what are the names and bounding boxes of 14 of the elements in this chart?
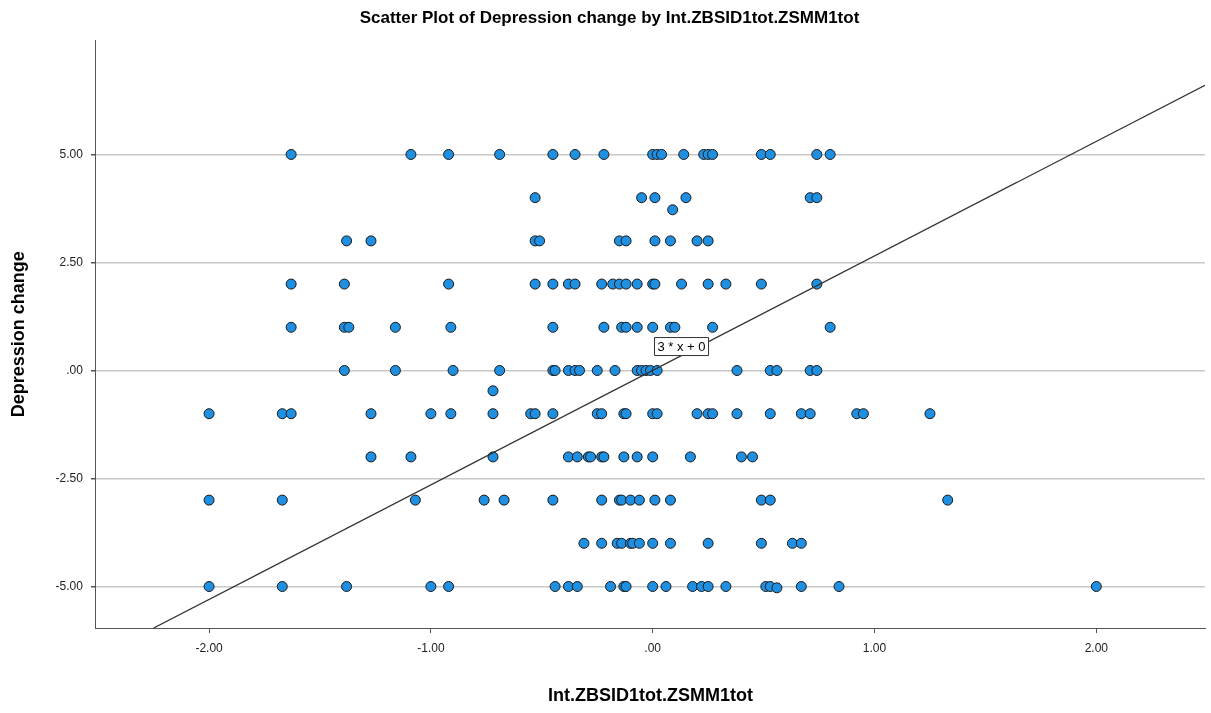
y-tick-label: 5.00 <box>59 146 84 161</box>
x-tick-label: -1.00 <box>417 640 445 655</box>
x-axis-title: Int.ZBSID1tot.ZSMM1tot <box>547 685 753 706</box>
x-tick-label: .00 <box>644 640 662 655</box>
y-tick-label: -2.50 <box>55 470 84 485</box>
y-tick-label: -5.00 <box>55 578 84 593</box>
x-tick-label: 2.00 <box>1084 640 1109 655</box>
x-tick-label: 1.00 <box>862 640 887 655</box>
chart-title: Scatter Plot of Depression change by Int.ZBSID1tot.ZSMM1tot <box>359 7 860 27</box>
x-tick-label: -2.00 <box>195 640 224 655</box>
y-axis-title: Depression change <box>7 251 28 418</box>
y-tick-label: 2.50 <box>59 254 84 269</box>
y-tick-label: .00 <box>66 362 84 377</box>
annotation: 3 * x + 0 <box>657 339 706 355</box>
